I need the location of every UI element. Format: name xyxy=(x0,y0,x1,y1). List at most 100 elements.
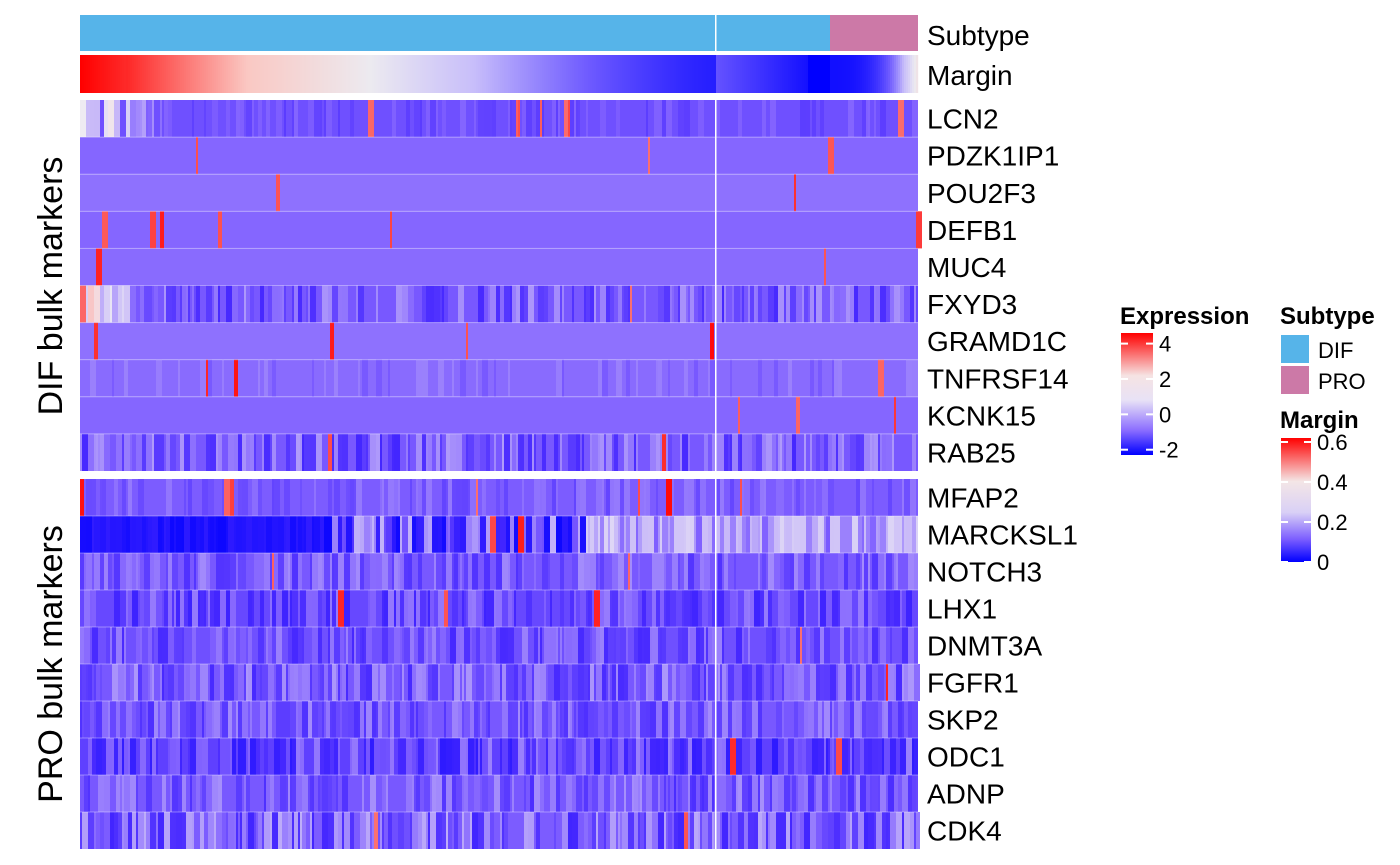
margin-annotation-cell xyxy=(612,55,615,93)
margin-annotation-cell xyxy=(346,55,349,93)
heatmap-cell xyxy=(742,285,744,323)
heatmap-cell xyxy=(808,775,814,812)
heatmap-row-marcksl1 xyxy=(80,515,918,553)
margin-annotation-cell xyxy=(876,55,879,93)
heatmap-cell xyxy=(124,775,130,812)
heatmap-cell xyxy=(290,664,294,701)
heatmap-cell xyxy=(80,553,84,590)
heatmap-cell xyxy=(686,285,688,323)
margin-annotation-cell xyxy=(294,55,297,93)
heatmap-cell xyxy=(482,775,488,812)
heatmap-cell xyxy=(856,664,858,701)
heatmap-cell xyxy=(140,100,142,138)
margin-annotation-cell xyxy=(620,55,623,93)
heatmap-cell xyxy=(748,775,752,812)
heatmap-cell xyxy=(594,664,596,701)
heatmap-cell xyxy=(322,775,328,812)
heatmap-cell xyxy=(760,775,764,812)
heatmap-cell xyxy=(446,479,448,516)
heatmap-cell xyxy=(184,516,190,553)
heatmap-cell xyxy=(666,479,672,516)
heatmap-cell xyxy=(484,479,486,516)
heatmap-cell xyxy=(330,701,332,738)
heatmap-cell xyxy=(556,516,562,553)
heatmap-cell xyxy=(744,479,750,516)
heatmap-cell xyxy=(858,627,864,664)
heatmap-cell xyxy=(452,664,454,701)
heatmap-cell xyxy=(366,664,372,701)
heatmap-cell xyxy=(226,738,230,775)
heatmap-cell xyxy=(576,433,580,471)
legend-tick-mark xyxy=(1121,377,1128,380)
heatmap-cell xyxy=(436,433,440,471)
heatmap-cell xyxy=(532,738,536,775)
heatmap-cell xyxy=(746,516,750,553)
heatmap-cell xyxy=(136,775,138,812)
margin-annotation-cell xyxy=(198,55,201,93)
margin-annotation-cell xyxy=(174,55,177,93)
margin-annotation-cell xyxy=(874,55,877,93)
margin-annotation-cell xyxy=(460,55,463,93)
heatmap-cell xyxy=(126,516,130,553)
heatmap-cell xyxy=(148,664,150,701)
heatmap-cell xyxy=(328,775,332,812)
heatmap-cell xyxy=(658,627,660,664)
margin-annotation-cell xyxy=(330,55,333,93)
heatmap-cell xyxy=(758,812,762,849)
heatmap-cell xyxy=(406,738,412,775)
heatmap-cell xyxy=(324,100,326,138)
margin-annotation-cell xyxy=(680,55,683,93)
heatmap-cell xyxy=(146,433,152,471)
heatmap-cell xyxy=(634,664,636,701)
heatmap-cell xyxy=(842,738,848,775)
heatmap-cell xyxy=(558,738,562,775)
heatmap-cell xyxy=(860,433,864,471)
heatmap-cell xyxy=(450,627,456,664)
legend-tick-mark xyxy=(1146,342,1153,345)
heatmap-cell xyxy=(630,516,636,553)
margin-annotation-cell xyxy=(912,55,915,93)
heatmap-cell xyxy=(662,100,666,138)
heatmap-cell xyxy=(236,775,242,812)
margin-annotation-cell xyxy=(666,55,669,93)
heatmap-cell xyxy=(550,627,556,664)
heatmap-cell xyxy=(234,812,236,849)
heatmap-cell xyxy=(752,701,758,738)
heatmap-cell xyxy=(770,553,774,590)
heatmap-cell xyxy=(292,627,298,664)
heatmap-cell xyxy=(402,664,404,701)
margin-annotation-cell xyxy=(108,55,111,93)
margin-annotation-cell xyxy=(496,55,499,93)
heatmap-cell xyxy=(762,664,764,701)
margin-annotation-cell xyxy=(412,55,415,93)
margin-annotation-cell xyxy=(890,55,893,93)
heatmap-cell xyxy=(184,479,186,516)
heatmap-cell xyxy=(458,701,462,738)
heatmap-cell xyxy=(280,738,282,775)
heatmap-cell xyxy=(572,553,578,590)
heatmap-cell xyxy=(90,664,92,701)
heatmap-cell xyxy=(576,479,580,516)
heatmap-cell xyxy=(804,812,810,849)
heatmap-cell xyxy=(840,627,844,664)
margin-annotation-cell xyxy=(308,55,311,93)
margin-annotation-cell xyxy=(510,55,513,93)
heatmap-cell xyxy=(470,627,472,664)
heatmap-cell xyxy=(462,775,464,812)
heatmap-cell xyxy=(384,516,386,553)
margin-annotation-cell xyxy=(284,55,287,93)
heatmap-cell xyxy=(114,812,118,849)
heatmap-cell xyxy=(382,775,384,812)
heatmap-cell xyxy=(732,433,738,471)
heatmap-cell xyxy=(294,812,298,849)
heatmap-cell xyxy=(504,812,508,849)
heatmap-cell xyxy=(198,590,200,627)
heatmap-cell xyxy=(206,553,210,590)
heatmap-cell xyxy=(230,553,236,590)
heatmap-cell xyxy=(868,100,870,138)
margin-annotation-cell xyxy=(810,55,813,93)
margin-annotation-cell xyxy=(122,55,125,93)
heatmap-cell xyxy=(252,479,258,516)
heatmap-cell xyxy=(650,433,656,471)
heatmap-cell xyxy=(104,100,108,138)
